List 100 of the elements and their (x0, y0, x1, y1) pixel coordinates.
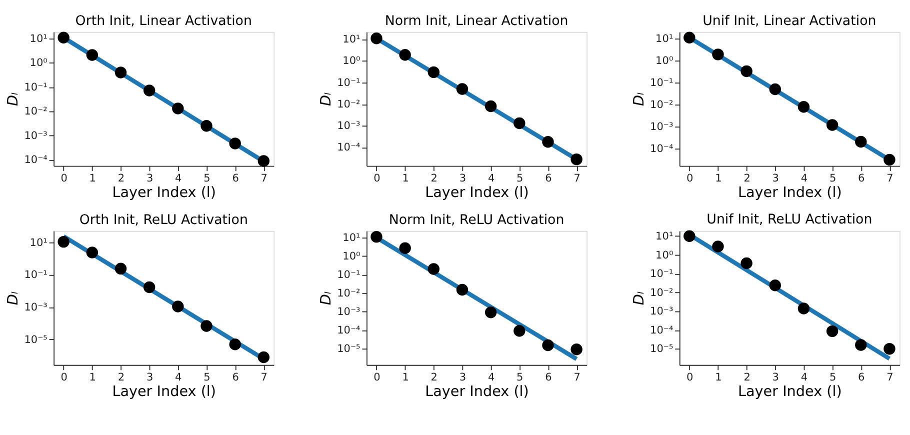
point (200, 120, 212, 132)
x-tick-label: 5 (829, 172, 836, 185)
point (229, 338, 241, 350)
point (172, 300, 184, 312)
y-tick-label: 10⁻³ (337, 306, 360, 318)
point (456, 83, 468, 95)
y-tick-label: 10⁻³ (650, 121, 674, 134)
y-tick-label: 10⁻⁴ (650, 143, 674, 156)
x-tick-label: 5 (516, 172, 524, 185)
y-tick-label: 10⁰ (342, 55, 360, 68)
y-tick-label: 10⁻¹ (337, 76, 360, 89)
y-tick-label: 10¹ (656, 230, 674, 242)
x-tick-label: 1 (402, 372, 409, 384)
x-tick-label: 1 (89, 172, 96, 185)
y-tick-label: 10⁻² (24, 106, 48, 118)
y-tick-label: 10⁻² (337, 287, 360, 300)
y-tick-label: 10⁻⁴ (337, 142, 360, 154)
point (855, 136, 867, 148)
point (370, 32, 382, 44)
x-tick-label: 3 (146, 372, 154, 384)
x-tick-label: 7 (886, 172, 894, 185)
x-tick-label: 5 (516, 372, 524, 384)
x-tick-label: 5 (204, 372, 210, 384)
x-tick-label: 1 (89, 372, 96, 384)
y-axis-title: Dₗ (6, 92, 22, 106)
y-tick-label: 10⁻¹ (24, 269, 48, 282)
x-tick-label: 2 (744, 172, 750, 185)
x-tick-label: 5 (204, 172, 210, 185)
x-tick-label: 6 (858, 372, 866, 384)
y-tick-label: 10¹ (30, 32, 48, 45)
y-tick-label: 10⁻² (650, 286, 674, 299)
x-tick-label: 2 (430, 172, 438, 185)
point (114, 66, 127, 78)
x-tick-label: 0 (686, 172, 694, 185)
y-axis-title: Dₗ (631, 291, 648, 306)
y-tick-label: 10⁻¹ (337, 268, 360, 281)
y-tick-label: 10⁻⁵ (650, 343, 674, 356)
x-tick-label: 7 (260, 372, 268, 384)
chart-title: Orth Init, ReLU Activation (79, 213, 248, 228)
point (542, 136, 554, 148)
y-tick-label: 10⁻⁴ (24, 154, 48, 166)
point (200, 320, 212, 332)
x-tick-label: 2 (430, 372, 438, 384)
x-tick-label: 7 (260, 172, 268, 185)
y-tick-label: 10⁻² (650, 99, 674, 112)
point (769, 279, 781, 292)
x-axis-title: Layer Index (l) (425, 184, 529, 201)
chart-title: Orth Init, Linear Activation (75, 14, 252, 30)
point (86, 49, 98, 61)
y-tick-label: 10⁰ (30, 57, 48, 70)
y-tick-label: 10¹ (342, 34, 360, 46)
y-tick-label: 10⁰ (656, 54, 674, 67)
point (143, 281, 156, 294)
x-tick-label: 6 (858, 172, 866, 185)
point (570, 153, 582, 166)
y-tick-label: 10⁻³ (24, 302, 48, 314)
x-tick-label: 3 (146, 172, 154, 185)
point (514, 117, 526, 130)
y-axis-title: Dₗ (318, 92, 334, 106)
y-tick-label: 10⁻⁵ (337, 342, 360, 355)
x-tick-label: 6 (232, 172, 240, 185)
x-tick-label: 5 (829, 372, 836, 384)
point (484, 100, 497, 112)
x-tick-label: 0 (374, 172, 380, 185)
chart-title: Unif Init, Linear Activation (702, 14, 876, 30)
x-tick-label: 1 (715, 172, 722, 185)
x-tick-label: 6 (545, 172, 552, 185)
y-tick-label: 10⁻³ (650, 306, 674, 318)
point (769, 83, 781, 96)
x-tick-label: 3 (772, 372, 779, 384)
point (514, 325, 526, 337)
x-tick-label: 6 (232, 372, 240, 384)
y-tick-label: 10⁻² (337, 98, 360, 110)
x-tick-label: 4 (175, 172, 182, 185)
x-tick-label: 1 (402, 172, 409, 185)
point (884, 342, 896, 355)
point (798, 302, 810, 314)
point (86, 246, 98, 258)
point (740, 257, 752, 270)
x-axis-title: Layer Index (l) (425, 384, 529, 400)
x-axis-title: Layer Index (l) (112, 384, 216, 400)
y-tick-label: 10⁰ (342, 250, 360, 262)
point (229, 138, 241, 150)
point (684, 230, 696, 242)
x-tick-label: 3 (459, 372, 466, 384)
x-tick-label: 3 (459, 172, 466, 185)
point (798, 101, 810, 113)
y-tick-label: 10¹ (656, 32, 674, 45)
x-tick-label: 1 (715, 372, 722, 384)
point (258, 351, 270, 364)
point (143, 84, 156, 96)
y-axis-title: Dₗ (318, 291, 334, 306)
y-tick-label: 10⁻³ (24, 130, 48, 142)
point (258, 155, 270, 167)
x-tick-label: 2 (744, 372, 750, 384)
point (884, 154, 896, 166)
chart-title: Norm Init, Linear Activation (384, 14, 568, 30)
x-tick-label: 4 (175, 372, 182, 384)
x-tick-label: 2 (118, 372, 125, 384)
point (826, 325, 838, 338)
